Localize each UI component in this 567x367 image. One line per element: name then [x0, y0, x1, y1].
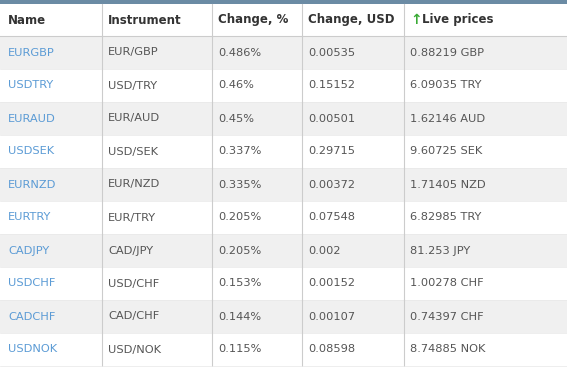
Text: 6.82985 TRY: 6.82985 TRY — [410, 212, 481, 222]
Text: Live prices: Live prices — [422, 14, 493, 26]
Text: 0.144%: 0.144% — [218, 312, 261, 321]
Text: 0.00535: 0.00535 — [308, 47, 355, 58]
Text: 0.29715: 0.29715 — [308, 146, 355, 156]
Text: EUR/AUD: EUR/AUD — [108, 113, 160, 124]
Text: EURAUD: EURAUD — [8, 113, 56, 124]
Bar — [0, 4, 567, 36]
Text: 1.71405 NZD: 1.71405 NZD — [410, 179, 485, 189]
Text: 81.253 JPY: 81.253 JPY — [410, 246, 470, 255]
Text: CAD/CHF: CAD/CHF — [108, 312, 159, 321]
Text: 8.74885 NOK: 8.74885 NOK — [410, 345, 485, 355]
Bar — [0, 267, 567, 300]
Text: EUR/GBP: EUR/GBP — [108, 47, 159, 58]
Text: 6.09035 TRY: 6.09035 TRY — [410, 80, 481, 91]
Bar — [0, 102, 567, 135]
Text: USDSEK: USDSEK — [8, 146, 54, 156]
Bar — [0, 135, 567, 168]
Text: USD/SEK: USD/SEK — [108, 146, 158, 156]
Bar — [0, 201, 567, 234]
Text: EUR/TRY: EUR/TRY — [108, 212, 156, 222]
Text: 0.00152: 0.00152 — [308, 279, 355, 288]
Text: 0.88219 GBP: 0.88219 GBP — [410, 47, 484, 58]
Bar — [0, 333, 567, 366]
Text: Instrument: Instrument — [108, 14, 181, 26]
Bar — [0, 300, 567, 333]
Text: ↑: ↑ — [410, 13, 422, 27]
Bar — [0, 168, 567, 201]
Text: 0.00501: 0.00501 — [308, 113, 355, 124]
Text: 0.00372: 0.00372 — [308, 179, 355, 189]
Text: EUR/NZD: EUR/NZD — [108, 179, 160, 189]
Text: USD/CHF: USD/CHF — [108, 279, 159, 288]
Text: 0.00107: 0.00107 — [308, 312, 355, 321]
Text: 0.46%: 0.46% — [218, 80, 254, 91]
Text: USD/NOK: USD/NOK — [108, 345, 161, 355]
Text: 0.205%: 0.205% — [218, 246, 261, 255]
Text: 0.337%: 0.337% — [218, 146, 261, 156]
Text: 1.00278 CHF: 1.00278 CHF — [410, 279, 484, 288]
Text: 0.45%: 0.45% — [218, 113, 254, 124]
Text: 0.153%: 0.153% — [218, 279, 261, 288]
Text: 0.74397 CHF: 0.74397 CHF — [410, 312, 484, 321]
Text: 0.205%: 0.205% — [218, 212, 261, 222]
Text: 9.60725 SEK: 9.60725 SEK — [410, 146, 483, 156]
Text: CADJPY: CADJPY — [8, 246, 49, 255]
Text: 0.002: 0.002 — [308, 246, 341, 255]
Text: 1.62146 AUD: 1.62146 AUD — [410, 113, 485, 124]
Bar — [0, 69, 567, 102]
Text: USDNOK: USDNOK — [8, 345, 57, 355]
Text: EURTRY: EURTRY — [8, 212, 52, 222]
Text: 0.115%: 0.115% — [218, 345, 261, 355]
Text: Change, USD: Change, USD — [308, 14, 395, 26]
Text: 0.335%: 0.335% — [218, 179, 261, 189]
Text: EURGBP: EURGBP — [8, 47, 55, 58]
Text: Name: Name — [8, 14, 46, 26]
Text: USDTRY: USDTRY — [8, 80, 53, 91]
Text: EURNZD: EURNZD — [8, 179, 56, 189]
Text: USD/TRY: USD/TRY — [108, 80, 157, 91]
Bar — [0, 36, 567, 69]
Text: 0.15152: 0.15152 — [308, 80, 355, 91]
Text: Change, %: Change, % — [218, 14, 289, 26]
Text: USDCHF: USDCHF — [8, 279, 56, 288]
Text: CADCHF: CADCHF — [8, 312, 56, 321]
Text: 0.486%: 0.486% — [218, 47, 261, 58]
Text: 0.07548: 0.07548 — [308, 212, 355, 222]
Text: CAD/JPY: CAD/JPY — [108, 246, 153, 255]
Text: 0.08598: 0.08598 — [308, 345, 355, 355]
Bar — [0, 234, 567, 267]
Bar — [0, 0, 567, 4]
